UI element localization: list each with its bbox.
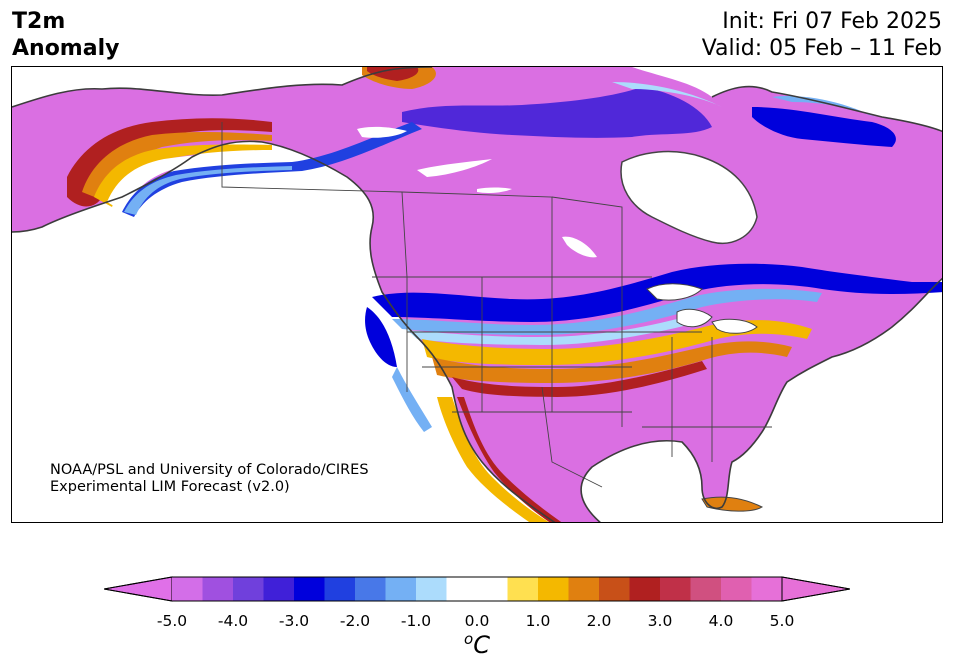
colorbar-tick-label: 4.0 [708, 612, 734, 630]
colorbar-segment [294, 577, 325, 601]
colorbar-unit: oC [0, 630, 954, 659]
title-line-1: T2m [12, 9, 66, 34]
colorbar-segment [751, 577, 783, 601]
credit-line-2: Experimental LIM Forecast (v2.0) [50, 479, 290, 495]
colorbar-segment [233, 577, 264, 601]
us-cold-band-faint [407, 312, 712, 345]
west-coast-cold-dark [365, 307, 397, 367]
colorbar-segment [690, 577, 722, 601]
colorbar-tick-label: -3.0 [278, 612, 310, 630]
mexico-warm-yellow [437, 397, 549, 522]
alaska-orange-band [82, 131, 272, 202]
colorbar-segment [629, 577, 661, 601]
great-lakes [646, 283, 758, 334]
arctic-warm-patch-red [367, 67, 419, 81]
colorbar-segment [599, 577, 630, 601]
colorbar-tick-label: 0.0 [464, 612, 490, 630]
colorbar-tick-label: -2.0 [339, 612, 371, 630]
colorbar-segment [477, 577, 508, 601]
colorbar-segment [355, 577, 386, 601]
coastlines [12, 67, 942, 522]
colorbar-segment [446, 577, 478, 601]
colorbar-segment [568, 577, 600, 601]
chart-title: T2m Anomaly [12, 8, 119, 62]
arctic-cold-light [772, 96, 892, 127]
west-coast-cold-light [392, 367, 432, 432]
colorbar-outline [104, 576, 850, 602]
colorbar-segment [538, 577, 569, 601]
colorbar-segment [721, 577, 752, 601]
colorbar-tick-label: -1.0 [400, 612, 432, 630]
colorbar-tick-label: -5.0 [156, 612, 188, 630]
borders [221, 122, 772, 488]
temperature-anomaly-map: NOAA/PSL and University of Colorado/CIRE… [11, 66, 943, 523]
us-warm-band-red [452, 361, 707, 397]
alaska-white-band [107, 152, 287, 212]
colorbar-tick-label: 1.0 [525, 612, 551, 630]
alaska-yellow-band [94, 144, 272, 207]
colorbar-segment [507, 577, 539, 601]
colorbar-segment [416, 577, 447, 601]
colorbar-segment [172, 577, 203, 601]
colorbar [104, 576, 850, 602]
colorbar-tick-label: 3.0 [647, 612, 673, 630]
unit-superscript: o [464, 630, 474, 648]
valid-dates: Valid: 05 Feb – 11 Feb [701, 36, 942, 61]
colorbar-segment [263, 577, 295, 601]
arctic-cold-band-2 [752, 107, 896, 147]
credit-line-1: NOAA/PSL and University of Colorado/CIRE… [50, 462, 369, 478]
colorbar-segment [324, 577, 356, 601]
colorbar-segment [660, 577, 691, 601]
colorbar-under-arrow [104, 576, 173, 602]
colorbar-tick-label: 2.0 [586, 612, 612, 630]
colorbar-segment [385, 577, 417, 601]
hudson-bay [620, 150, 758, 244]
mexico-warm-red [457, 397, 562, 522]
alaska-cold-light [124, 166, 292, 215]
cuba [701, 496, 764, 512]
us-cold-band-light [392, 288, 822, 335]
forecast-dates: Init: Fri 07 Feb 2025 Valid: 05 Feb – 11… [702, 8, 942, 62]
colorbar-tick-label: -4.0 [217, 612, 249, 630]
arctic-cold-faint [612, 82, 722, 107]
canada-lakes [357, 126, 597, 258]
colorbar-over-arrow [781, 576, 850, 602]
map-svg [12, 67, 942, 522]
init-date: Init: Fri 07 Feb 2025 [722, 9, 942, 34]
colorbar-tick-label: 5.0 [769, 612, 795, 630]
arctic-cold-band-1 [402, 87, 712, 138]
credit-text: NOAA/PSL and University of Colorado/CIRE… [50, 462, 369, 496]
us-warm-band-yellow [422, 320, 812, 365]
unit-base: C [473, 631, 490, 659]
us-warm-band-orange [432, 341, 792, 383]
title-line-2: Anomaly [12, 36, 120, 61]
alaska-warm-band [67, 118, 272, 207]
colorbar-segment [202, 577, 234, 601]
